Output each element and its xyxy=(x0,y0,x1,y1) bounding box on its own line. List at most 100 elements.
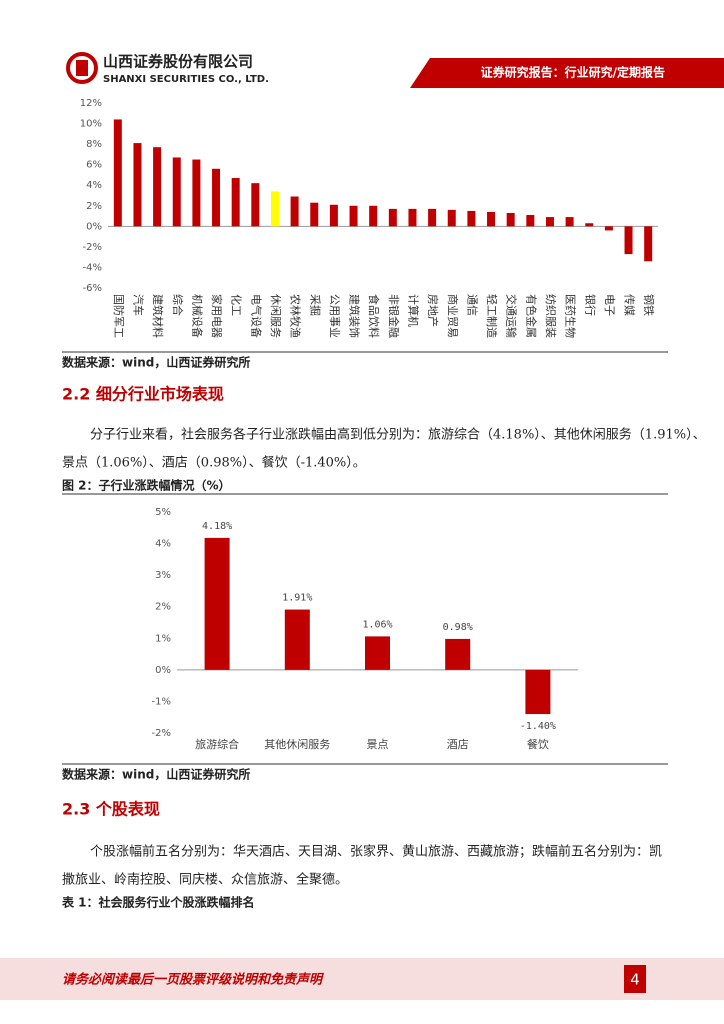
y-tick-label: 2% xyxy=(155,602,171,613)
x-tick-label: 旅游综合 xyxy=(195,737,239,751)
bar xyxy=(349,205,358,227)
x-tick-label: 电气设备 xyxy=(249,294,263,338)
report-type: 证券研究报告：行业研究/定期报告 xyxy=(481,65,665,80)
page-number: 4 xyxy=(630,971,640,989)
footer-band xyxy=(0,958,724,1000)
bar xyxy=(585,223,594,227)
x-tick-label: 交通运输 xyxy=(505,294,519,338)
y-tick-label: -1% xyxy=(152,696,171,707)
y-tick-label: 10% xyxy=(80,119,102,130)
bar xyxy=(408,208,417,227)
x-tick-label: 有色金属 xyxy=(524,294,538,338)
y-tick-label: 4% xyxy=(155,539,171,550)
x-tick-label: 计算机 xyxy=(406,294,420,327)
x-tick-label: 建筑装饰 xyxy=(348,294,362,338)
data-label: 0.98% xyxy=(443,622,473,633)
y-tick-label: 0% xyxy=(86,221,102,232)
bar xyxy=(487,211,496,227)
y-tick-label: 5% xyxy=(155,507,171,518)
bar xyxy=(329,204,338,227)
y-tick-label: 0% xyxy=(155,665,171,676)
bar xyxy=(113,119,122,227)
data-label: 1.06% xyxy=(362,619,392,630)
bar xyxy=(204,537,230,670)
bar xyxy=(604,226,613,231)
figure-caption: 图 2：子行业涨跌幅情况（%） xyxy=(62,478,231,493)
y-tick-label: 2% xyxy=(86,201,102,212)
x-tick-label: 采掘 xyxy=(308,294,322,316)
bar xyxy=(133,143,142,227)
y-tick-label: 8% xyxy=(86,139,102,150)
bar xyxy=(231,178,240,227)
x-tick-label: 房地产 xyxy=(426,294,440,327)
paragraph-line: 景点（1.06%）、酒店（0.98%）、餐饮（-1.40%）。 xyxy=(62,455,366,471)
bar xyxy=(365,636,390,670)
bar xyxy=(369,205,378,227)
y-tick-label: 12% xyxy=(80,98,102,109)
x-tick-label: 其他休闲服务 xyxy=(264,737,330,751)
bar xyxy=(447,209,456,227)
source: 数据来源：wind，山西证券研究所 xyxy=(62,767,250,782)
table-caption: 表 1：社会服务行业个股涨跌幅排名 xyxy=(61,895,255,910)
y-tick-label: -6% xyxy=(83,283,102,294)
x-tick-label: 传媒 xyxy=(623,294,636,316)
paragraph-line: 撒旅业、岭南控股、同庆楼、众信旅游、全聚德。 xyxy=(62,872,348,888)
logo xyxy=(66,52,98,84)
paragraph-line: 个股涨幅前五名分别为：华天酒店、天目湖、张家界、黄山旅游、西藏旅游；跌幅前五名分… xyxy=(90,844,662,860)
bar xyxy=(388,208,397,227)
bar xyxy=(565,217,574,227)
bar xyxy=(545,217,554,227)
y-tick-label: -2% xyxy=(152,728,171,739)
y-tick-label: -4% xyxy=(83,262,102,273)
data-label: 4.18% xyxy=(202,521,232,532)
x-tick-label: 汽车 xyxy=(131,294,145,316)
x-tick-label: 餐饮 xyxy=(527,737,549,751)
page-box xyxy=(624,965,646,993)
section-title: 2.2 细分行业市场表现 xyxy=(62,385,224,404)
y-tick-label: 3% xyxy=(155,570,171,581)
bar xyxy=(428,208,437,227)
x-tick-label: 综合 xyxy=(171,294,185,316)
bar xyxy=(644,226,653,262)
bar xyxy=(526,215,535,227)
bar xyxy=(290,196,299,227)
bar xyxy=(467,210,476,227)
bar xyxy=(172,157,181,227)
x-tick-label: 纺织服装 xyxy=(544,294,558,338)
bar xyxy=(251,183,260,227)
bar xyxy=(506,212,515,227)
bar xyxy=(445,638,471,670)
bar xyxy=(212,168,221,227)
x-tick-label: 银行 xyxy=(583,294,597,316)
x-tick-label: 景点 xyxy=(367,738,389,751)
y-tick-label: 4% xyxy=(86,180,102,191)
disclaimer: 请务必阅读最后一页股票评级说明和免责声明 xyxy=(62,972,324,988)
bar xyxy=(624,226,633,255)
x-tick-label: 医药生物 xyxy=(564,294,578,338)
bar xyxy=(192,159,201,227)
x-tick-label: 电子 xyxy=(603,294,616,316)
header-band xyxy=(410,58,724,88)
company-name: 山西证券股份有限公司 xyxy=(103,53,253,71)
data-label: 1.91% xyxy=(282,593,312,604)
x-tick-label: 商业贸易 xyxy=(446,294,460,338)
bar xyxy=(153,147,162,227)
x-tick-label: 食品饮料 xyxy=(367,294,381,338)
logo-mark xyxy=(76,60,88,76)
company-en: SHANXI SECURITIES CO., LTD. xyxy=(103,74,269,85)
x-tick-label: 建筑材料 xyxy=(151,294,165,338)
x-tick-label: 国防军工 xyxy=(112,294,126,338)
y-tick-label: -2% xyxy=(83,242,102,253)
y-tick-label: 1% xyxy=(155,633,171,644)
data-label: -1.40% xyxy=(520,721,556,732)
paragraph-line: 分子行业来看，社会服务各子行业涨跌幅由高到低分别为：旅游综合（4.18%）、其他… xyxy=(90,427,706,443)
y-tick-label: 6% xyxy=(86,160,102,171)
x-tick-label: 农林牧渔 xyxy=(289,294,303,338)
x-tick-label: 非银金融 xyxy=(387,294,401,338)
x-tick-label: 家用电器 xyxy=(210,294,224,338)
x-tick-label: 休闲服务 xyxy=(269,294,283,338)
bar xyxy=(270,191,279,227)
x-tick-label: 轻工制造 xyxy=(485,294,499,338)
bar xyxy=(525,669,551,715)
